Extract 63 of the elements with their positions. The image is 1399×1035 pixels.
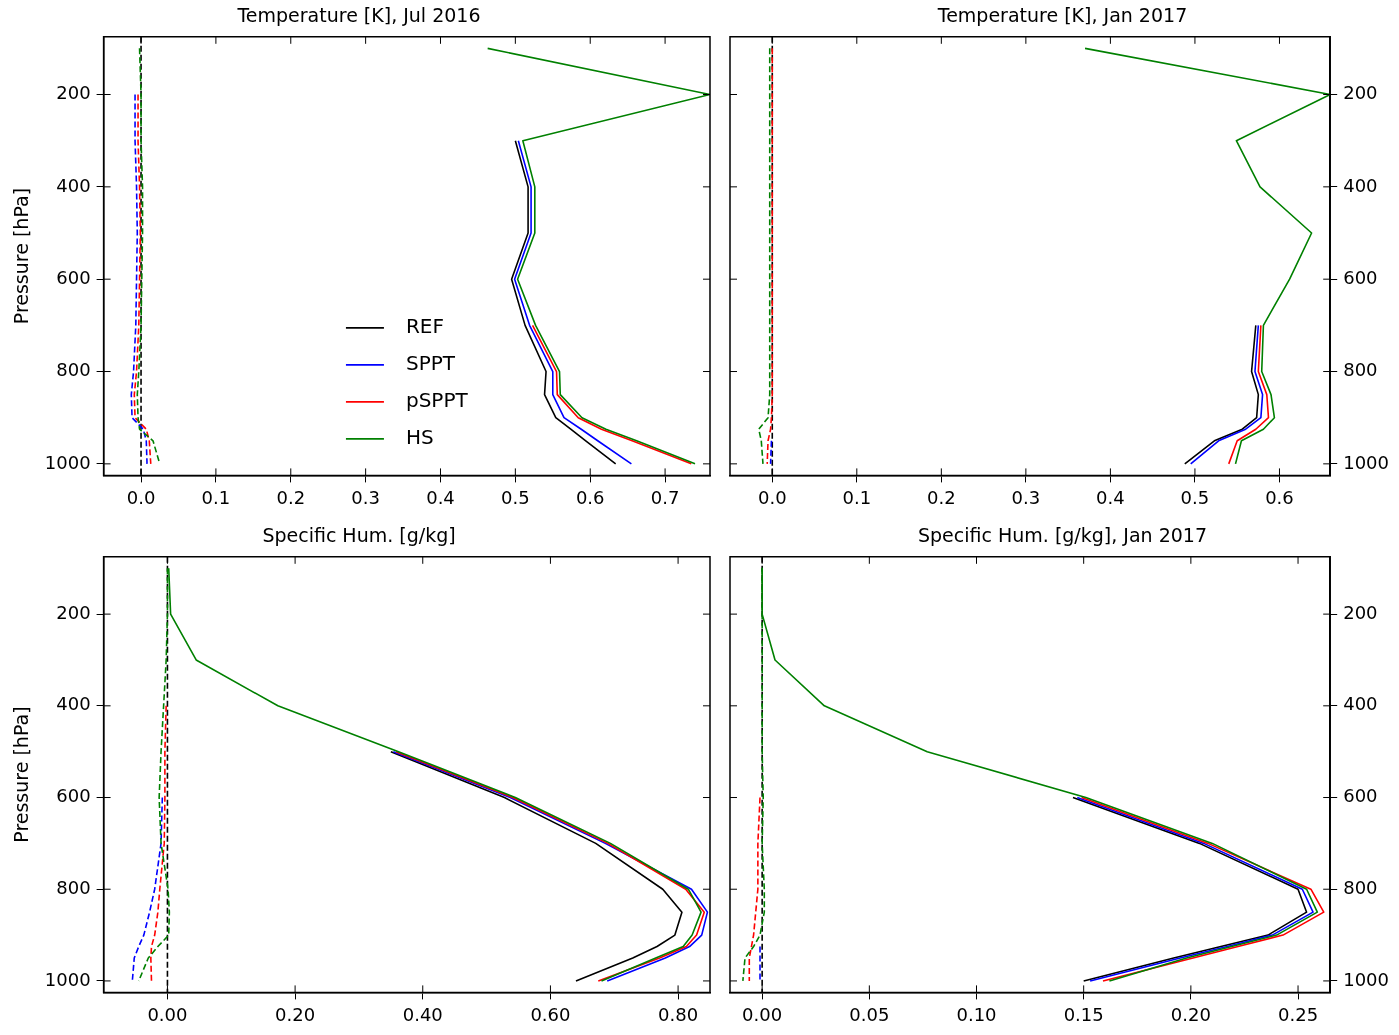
y-tick-label: 1000 [1343, 968, 1389, 990]
x-tick-label: 0.6 [575, 486, 605, 508]
x-tick-label: 0.4 [426, 486, 455, 508]
y-tick-label: 1000 [1343, 451, 1389, 473]
y-tick-label: 200 [56, 82, 91, 104]
y-tick-label: 600 [56, 266, 91, 288]
chart-title: Specific Hum. [g/kg], Jan 2017 [917, 524, 1208, 547]
y-tick-label: 200 [1343, 82, 1378, 104]
line-series [757, 47, 771, 465]
line-series [130, 93, 148, 465]
y-tick-label: 600 [56, 785, 91, 807]
y-tick-label: 800 [56, 359, 91, 381]
x-tick-label: 0.3 [351, 486, 380, 508]
line-series [133, 93, 152, 465]
x-tick-label: 0.4 [1096, 486, 1125, 508]
x-tick-label: 0.0 [757, 486, 787, 508]
line-series [766, 47, 774, 465]
y-tick-label: 1000 [44, 968, 91, 990]
y-tick-label: 400 [56, 693, 91, 715]
legend-label: HS [405, 425, 434, 450]
x-tick-label: 0.1 [842, 486, 872, 508]
y-tick-label: 400 [1343, 174, 1378, 196]
legend-label: REF [405, 314, 444, 339]
x-tick-label: 0.40 [402, 1003, 443, 1025]
x-tick-label: 0.80 [658, 1003, 699, 1025]
y-axis-title: Pressure [hPa] [10, 706, 33, 843]
x-tick-label: 0.3 [1011, 486, 1041, 508]
x-tick-label: 0.00 [742, 1003, 783, 1025]
legend-label: SPPT [405, 351, 456, 376]
x-tick-label: 0.5 [1180, 486, 1210, 508]
chart-title: Temperature [K], Jan 2017 [936, 4, 1188, 27]
x-tick-label: 0.2 [276, 486, 306, 508]
x-tick-label: 0.5 [501, 486, 530, 508]
x-tick-label: 0.05 [849, 1003, 890, 1025]
line-series [150, 705, 167, 982]
x-tick-label: 0.15 [1063, 1003, 1104, 1025]
x-tick-label: 0.20 [1170, 1003, 1211, 1025]
y-tick-label: 400 [1343, 693, 1378, 715]
chart-title: Temperature [K], Jul 2016 [236, 4, 481, 27]
y-tick-label: 200 [1343, 601, 1378, 623]
x-tick-label: 0.60 [530, 1003, 571, 1025]
y-tick-label: 800 [1343, 359, 1378, 381]
y-tick-label: 1000 [44, 451, 91, 473]
x-tick-label: 0.10 [956, 1003, 997, 1025]
x-tick-label: 0.6 [1265, 486, 1294, 508]
y-tick-label: 800 [56, 876, 91, 898]
x-tick-label: 0.0 [126, 486, 156, 508]
x-tick-label: 0.7 [650, 486, 680, 508]
y-axis-title: Pressure [hPa] [10, 187, 33, 325]
y-tick-label: 200 [56, 601, 91, 623]
line-series [748, 796, 761, 982]
chart-title: Specific Hum. [g/kg] [262, 524, 456, 547]
y-tick-label: 400 [56, 174, 91, 196]
y-tick-label: 600 [1343, 266, 1378, 288]
x-tick-label: 0.20 [275, 1003, 316, 1025]
legend-label: pSPPT [405, 388, 469, 413]
line-series [131, 796, 164, 982]
x-tick-label: 0.00 [147, 1003, 188, 1025]
x-tick-label: 0.25 [1278, 1003, 1319, 1025]
y-tick-label: 600 [1343, 785, 1378, 807]
y-tick-label: 800 [1343, 876, 1378, 898]
x-tick-label: 0.1 [201, 486, 231, 508]
x-tick-label: 0.2 [927, 486, 956, 508]
